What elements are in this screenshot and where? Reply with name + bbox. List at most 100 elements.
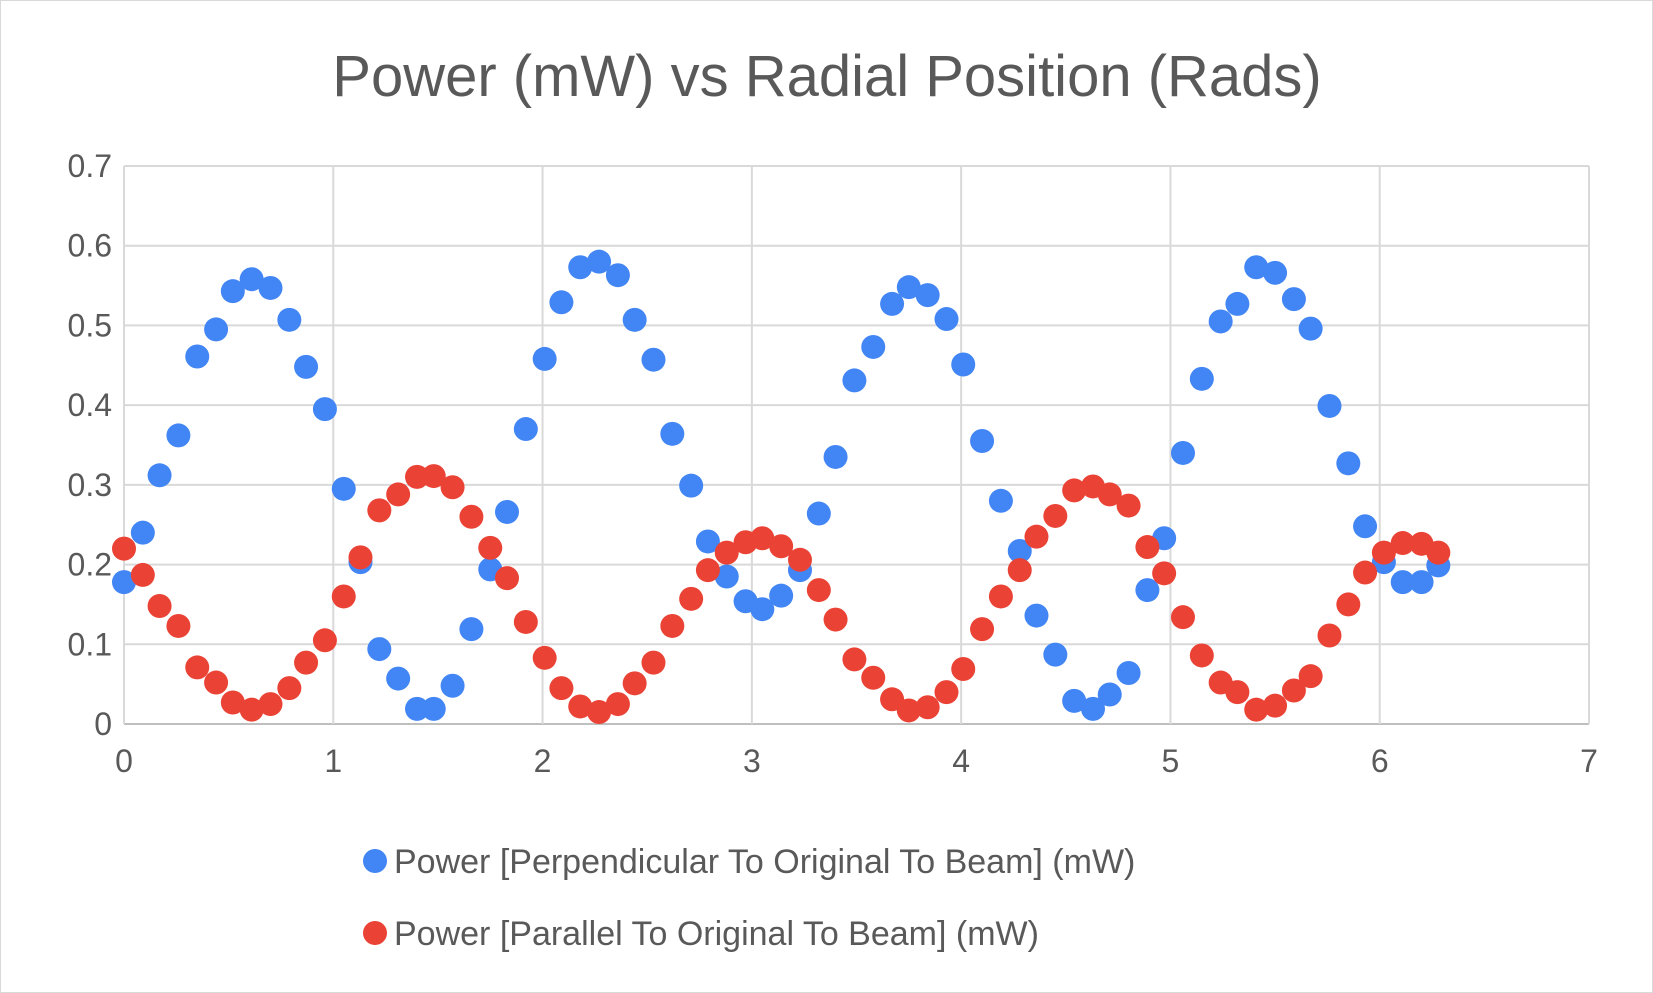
data-point [896, 698, 921, 723]
data-point [440, 673, 465, 698]
legend-label-parallel: Power [Parallel To Original To Beam] (mW… [394, 915, 1039, 953]
y-tick-label: 0.1 [68, 626, 112, 662]
data-point [549, 676, 574, 701]
data-point [605, 263, 630, 288]
data-point [220, 279, 245, 304]
x-tick-label: 2 [534, 743, 552, 779]
data-point [861, 334, 886, 359]
data-point [695, 529, 720, 554]
data-point [1225, 680, 1250, 705]
data-point [1409, 570, 1434, 595]
data-point [1353, 560, 1378, 585]
data-point [1007, 558, 1032, 583]
data-point [605, 692, 630, 717]
data-point [1152, 561, 1177, 586]
y-tick-label: 0.7 [68, 148, 112, 184]
data-point [714, 564, 739, 589]
data-point [915, 695, 940, 720]
data-point [331, 476, 356, 501]
data-point [842, 368, 867, 393]
data-point [1244, 255, 1269, 280]
data-point [1097, 482, 1122, 507]
data-point [988, 488, 1013, 513]
data-point [549, 290, 574, 315]
data-point [1263, 693, 1288, 718]
data-point [1024, 524, 1049, 549]
data-point [1170, 605, 1195, 630]
data-point [823, 607, 848, 632]
data-point [421, 464, 446, 489]
x-tick-label: 3 [743, 743, 761, 779]
data-point [494, 499, 519, 524]
series-parallel [112, 464, 1451, 725]
data-point [1336, 592, 1361, 617]
data-point [1353, 514, 1378, 539]
data-point [440, 475, 465, 500]
data-point [750, 597, 775, 622]
data-point [367, 498, 392, 523]
data-point [1189, 643, 1214, 668]
data-point [367, 637, 392, 662]
data-point [769, 583, 794, 608]
data-point [1116, 660, 1141, 685]
data-point [166, 423, 191, 448]
data-point [1097, 682, 1122, 707]
data-point [258, 692, 283, 717]
data-point [513, 609, 538, 634]
data-point [1298, 664, 1323, 689]
data-point [239, 697, 264, 722]
data-point [861, 665, 886, 690]
data-point [679, 586, 704, 611]
data-point [294, 354, 319, 379]
data-point [277, 676, 302, 701]
y-tick-label: 0.3 [68, 467, 112, 503]
y-tick-label: 0 [94, 706, 112, 742]
data-point [1263, 260, 1288, 285]
data-point [823, 444, 848, 469]
data-point [258, 275, 283, 300]
data-point [806, 578, 831, 603]
data-point [331, 584, 356, 609]
data-point [951, 352, 976, 377]
y-tick-label: 0.6 [68, 228, 112, 264]
data-point [1080, 696, 1105, 721]
data-point [1007, 539, 1032, 564]
data-point [1390, 531, 1415, 556]
data-point [204, 670, 229, 695]
data-point [130, 562, 155, 587]
data-point [478, 535, 503, 560]
data-point [494, 566, 519, 591]
data-point [386, 482, 411, 507]
data-point [1043, 503, 1068, 528]
data-point [112, 536, 136, 561]
data-point [294, 650, 319, 675]
data-point [1244, 697, 1269, 722]
data-point [386, 666, 411, 691]
data-point [934, 680, 959, 705]
data-point [220, 690, 245, 715]
data-point [934, 307, 959, 332]
data-point [204, 317, 229, 342]
data-point [1281, 287, 1306, 312]
data-point [459, 504, 484, 529]
data-point [1062, 478, 1087, 503]
data-point [312, 628, 337, 653]
data-point [568, 255, 593, 280]
data-point [695, 558, 720, 583]
data-point [513, 417, 538, 442]
y-tick-label: 0.2 [68, 547, 112, 583]
data-point [660, 421, 685, 446]
data-point [679, 473, 704, 498]
data-point [1298, 316, 1323, 341]
data-point [641, 650, 666, 675]
data-point [587, 249, 612, 274]
legend-marker-parallel [363, 921, 387, 945]
data-point [915, 283, 940, 308]
x-tick-label: 0 [115, 743, 133, 779]
data-point [568, 694, 593, 719]
data-point [641, 347, 666, 372]
data-point [277, 307, 302, 332]
x-tick-label: 7 [1580, 743, 1598, 779]
